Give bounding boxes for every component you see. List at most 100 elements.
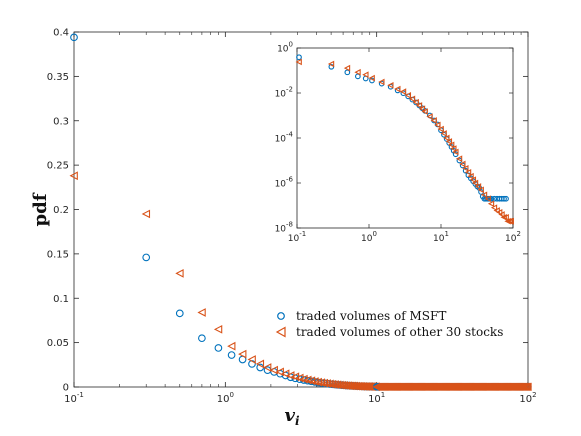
inset-axes-frame [296, 47, 514, 229]
inset-other-stocks-point [415, 102, 423, 109]
inset-other-stocks-point [496, 208, 503, 216]
other-stocks-point [255, 359, 265, 369]
inset-y-ticks: 100 10-2 10-4 10-6 10-8 [275, 41, 513, 235]
inset-other-stocks-point [295, 58, 302, 66]
inset-x-ticks: 10-1 100 101 102 [288, 48, 521, 244]
inset-other-stocks-point [362, 71, 369, 79]
inset-other-stocks-point [440, 130, 447, 137]
inset-x-tick-label: 101 [433, 230, 449, 244]
inset-other-stocks-point [421, 108, 428, 115]
inset-other-stocks-point [443, 134, 450, 142]
inset-other-stocks-point [408, 95, 416, 103]
inset-msft-point [354, 73, 361, 80]
inset-other-stocks-point [452, 148, 459, 156]
inset-data-points [295, 54, 514, 225]
msft-point [175, 309, 184, 318]
msft-point [227, 351, 236, 359]
other-stocks-point [69, 171, 78, 181]
other-stocks-point [247, 355, 256, 364]
inset-other-stocks-point [490, 204, 498, 212]
inset-other-stocks-point [394, 85, 401, 93]
other-stocks-point [303, 375, 312, 385]
msft-point [198, 334, 206, 343]
main-y-tick-label: 0.4 [53, 28, 69, 39]
x-axis-label-base: v [284, 405, 295, 426]
inset-other-stocks-point [445, 138, 453, 145]
inset-y-tick-label: 10-2 [275, 86, 293, 100]
inset-other-stocks-point [493, 207, 500, 214]
other-stocks-point [227, 341, 236, 351]
main-x-tick-label: 10-1 [64, 391, 84, 405]
inset-y-tick-label: 10-8 [275, 221, 293, 235]
inset-other-stocks-point [448, 141, 455, 149]
other-stocks-point [263, 363, 272, 372]
inset-other-stocks-point [412, 98, 419, 106]
inset-other-stocks-point [343, 64, 351, 72]
inset-other-stocks-point [430, 117, 437, 124]
inset-other-stocks-point [484, 195, 491, 203]
other-stocks-point [141, 209, 151, 219]
x-axis-label-subscript: i [295, 414, 300, 428]
inset-msft-point [344, 69, 351, 76]
msft-point [142, 253, 151, 262]
main-y-tick-label: 0.25 [47, 161, 69, 172]
main-y-tick-label: 0 [63, 383, 69, 394]
inset-other-stocks-point [506, 217, 513, 225]
inset-other-stocks-point [455, 155, 463, 163]
other-stocks-point [310, 377, 319, 386]
other-stocks-point [306, 376, 316, 386]
inset-msft-point [488, 195, 495, 202]
inset-other-stocks-point [368, 74, 375, 82]
main-y-tick-label: 0.15 [47, 249, 69, 260]
legend-marker-msft [277, 312, 285, 320]
inset-other-stocks-point [450, 145, 457, 152]
inset-msft-point [491, 195, 498, 202]
msft-point [70, 33, 78, 42]
inset-other-stocks-point [404, 91, 412, 99]
main-x-tick-label: 102 [519, 391, 536, 405]
inset-msft-point [503, 195, 509, 202]
inset-other-stocks-point [502, 213, 509, 221]
inset-y-tick-label: 100 [277, 41, 293, 55]
msft-point [214, 344, 223, 352]
inset-other-stocks-point [437, 125, 444, 133]
inset-other-stocks-point [487, 200, 495, 208]
inset-other-stocks-point [467, 172, 474, 180]
inset-other-stocks-point [504, 217, 511, 225]
inset-other-stocks-point [418, 105, 426, 113]
other-stocks-point [197, 308, 206, 317]
inset-other-stocks-point [469, 176, 477, 184]
y-axis-label: pdf [30, 192, 51, 226]
main-x-tick-label: 100 [217, 391, 234, 405]
x-axis-label: vi [284, 405, 299, 428]
inset-other-stocks-point [378, 78, 385, 86]
inset-msft-point [296, 54, 302, 61]
other-stocks-point [175, 269, 184, 278]
inset-other-stocks-point [474, 183, 482, 190]
main-data-points [69, 33, 532, 392]
inset-other-stocks-point [464, 168, 472, 176]
main-x-tick-label: 101 [368, 391, 385, 405]
inset-y-tick-label: 10-4 [275, 131, 294, 145]
inset-other-stocks-point [500, 213, 507, 221]
other-stocks-point [275, 367, 284, 377]
inset-other-stocks-point [354, 68, 361, 76]
other-stocks-point [313, 377, 322, 387]
other-stocks-tail-point [523, 382, 532, 391]
inset-y-tick-label: 10-6 [275, 176, 294, 190]
inset-other-stocks-point [387, 81, 394, 89]
legend-label-other-stocks: traded volumes of other 30 stocks [296, 325, 503, 339]
inset-msft-point [501, 195, 507, 202]
main-y-ticks: 0 0.05 0.1 0.15 0.2 0.25 0.3 0.35 0.4 [47, 28, 528, 394]
inset-other-stocks-point [462, 164, 469, 172]
inset-other-stocks-point [477, 186, 484, 194]
other-stocks-point [269, 365, 278, 375]
legend-marker-other-stocks [275, 326, 286, 338]
inset-other-stocks-point [480, 191, 488, 199]
inset-other-stocks-point [498, 211, 505, 218]
main-y-tick-label: 0.2 [53, 205, 69, 216]
inset-other-stocks-point [327, 60, 335, 68]
legend: traded volumes of MSFT traded volumes of… [275, 309, 503, 339]
main-y-tick-label: 0.3 [53, 116, 69, 127]
